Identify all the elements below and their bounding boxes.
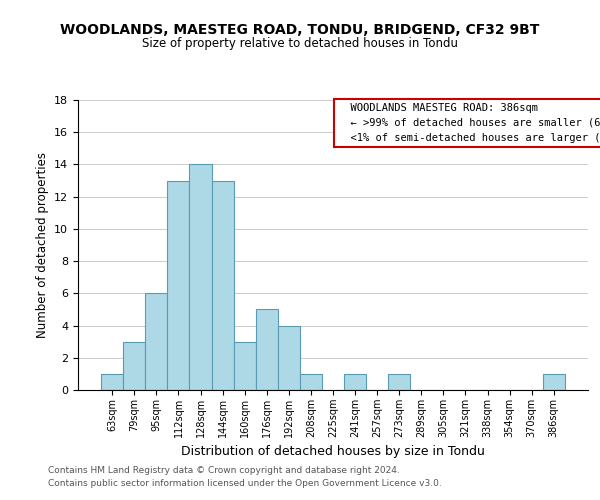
Text: WOODLANDS, MAESTEG ROAD, TONDU, BRIDGEND, CF32 9BT: WOODLANDS, MAESTEG ROAD, TONDU, BRIDGEND… <box>61 22 539 36</box>
Bar <box>256 310 278 390</box>
Bar <box>145 294 167 390</box>
Bar <box>190 164 212 390</box>
X-axis label: Distribution of detached houses by size in Tondu: Distribution of detached houses by size … <box>181 446 485 458</box>
Bar <box>233 342 256 390</box>
Bar <box>543 374 565 390</box>
Bar <box>212 180 233 390</box>
Text: Size of property relative to detached houses in Tondu: Size of property relative to detached ho… <box>142 38 458 51</box>
Bar <box>344 374 366 390</box>
Text: Contains HM Land Registry data © Crown copyright and database right 2024.
Contai: Contains HM Land Registry data © Crown c… <box>48 466 442 487</box>
Bar <box>101 374 123 390</box>
Bar <box>388 374 410 390</box>
Y-axis label: Number of detached properties: Number of detached properties <box>35 152 49 338</box>
Text: WOODLANDS MAESTEG ROAD: 386sqm
  ← >99% of detached houses are smaller (65)
  <1: WOODLANDS MAESTEG ROAD: 386sqm ← >99% of… <box>338 103 600 142</box>
Bar <box>278 326 300 390</box>
Bar <box>123 342 145 390</box>
Bar <box>300 374 322 390</box>
Bar <box>167 180 190 390</box>
